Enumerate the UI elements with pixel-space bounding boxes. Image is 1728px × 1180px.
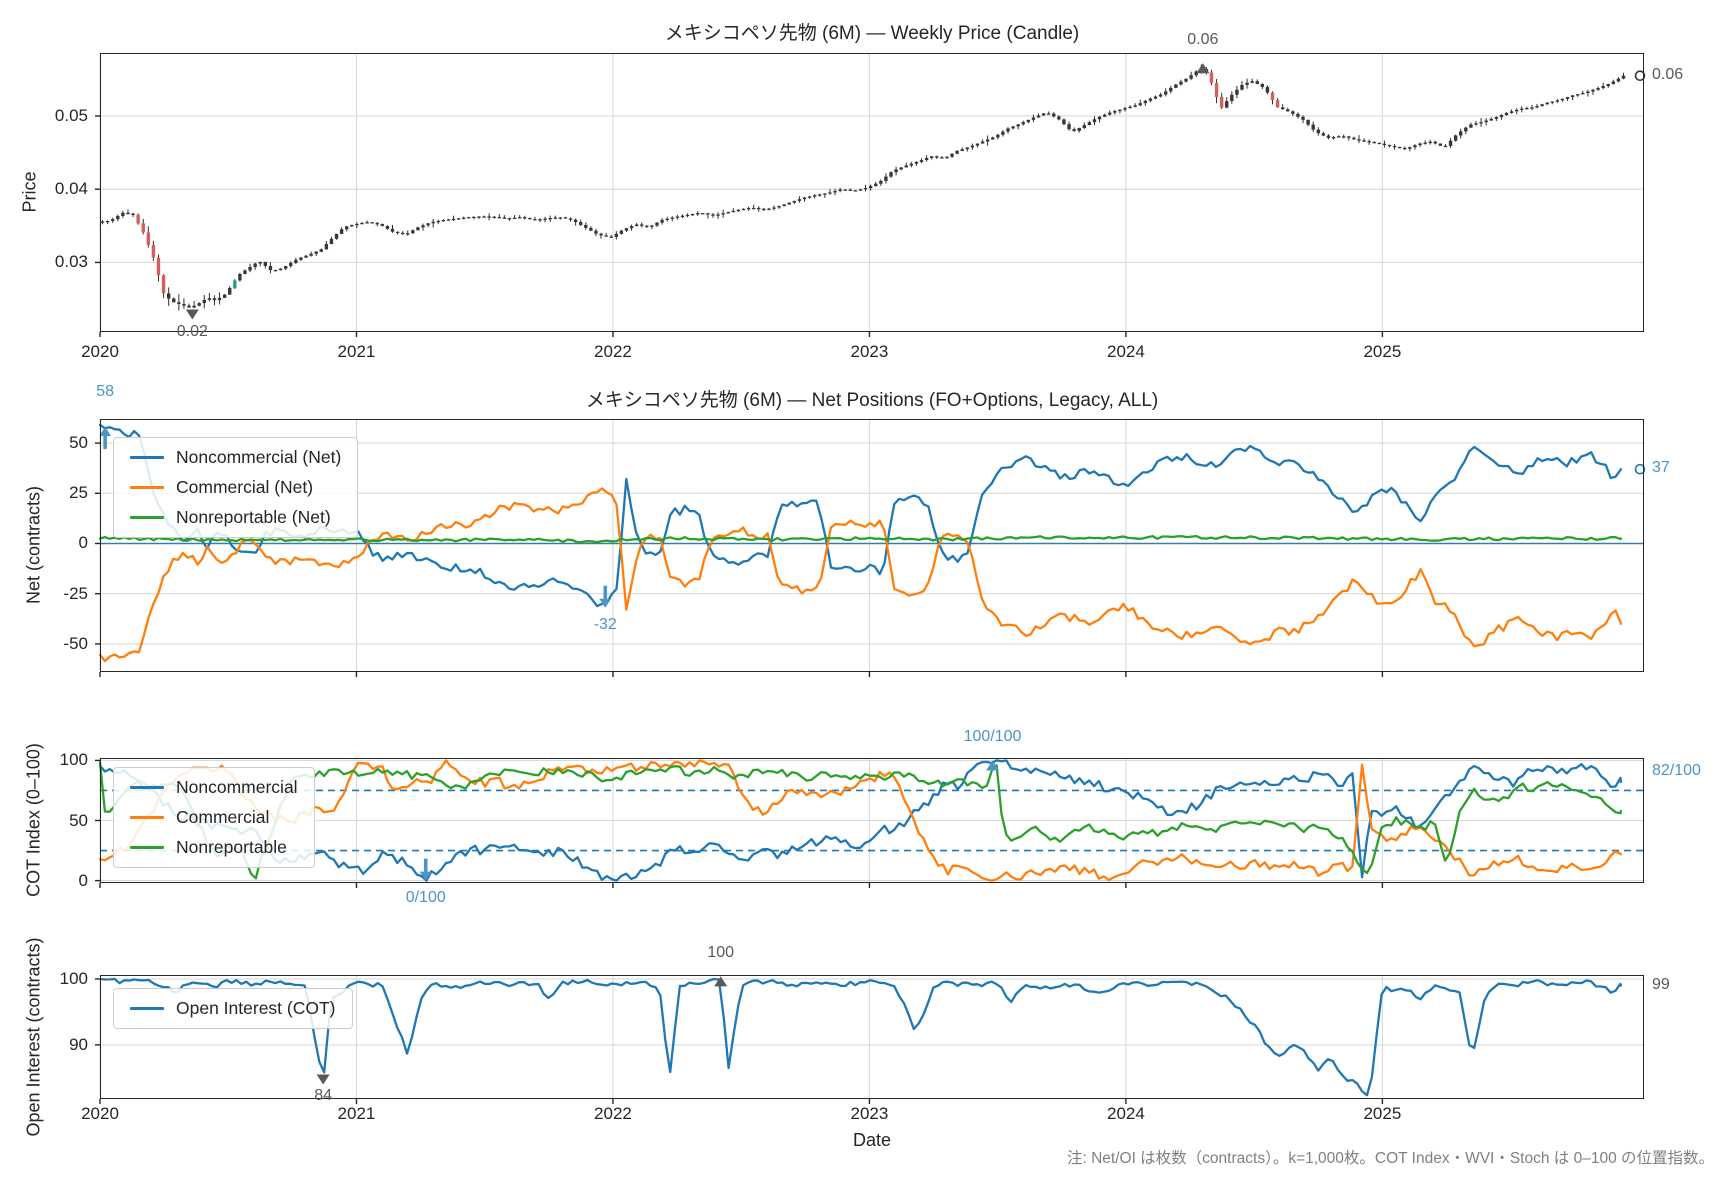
legend-label: Nonreportable (Net) — [176, 507, 331, 527]
series-nonreportable-index-line — [98, 761, 1623, 880]
legend-line-swatch — [130, 515, 164, 520]
legend-line-swatch — [130, 815, 164, 820]
y-tick-label: -50 — [63, 633, 88, 653]
annotation-84-label: 84 — [314, 1087, 333, 1105]
x-tick-label: 2021 — [337, 1104, 376, 1123]
legend-box: Noncommercial (Net) Commercial (Net) Nonre… — [113, 437, 359, 538]
y-tick-label: 0.03 — [54, 252, 88, 272]
annotation-58-label: 58 — [96, 383, 115, 401]
y-tick-label: -25 — [63, 583, 88, 603]
series-open-interest-line — [98, 977, 1623, 1097]
legend-line-swatch — [130, 1006, 164, 1011]
x-tick-label: 2025 — [1363, 342, 1402, 361]
x-tick-label: 2024 — [1106, 342, 1145, 361]
legend-item: Open Interest (COT) — [130, 998, 336, 1019]
y-tick-label: 100 — [59, 968, 88, 988]
x-tick-label: 2022 — [594, 1104, 632, 1123]
x-tick-label: 2024 — [1106, 1104, 1145, 1123]
legend-item: Nonreportable (Net) — [130, 507, 341, 528]
price-chart-title: メキシコペソ先物 (6M) — Weekly Price (Candle) — [664, 23, 1080, 44]
series-nonreportable-net-line — [98, 534, 1623, 544]
legend-line-swatch — [130, 485, 164, 490]
x-tick-label: 2020 — [81, 342, 119, 361]
x-tick-label: 2023 — [850, 342, 889, 361]
legend-label: Noncommercial — [176, 777, 298, 797]
annotation-82100-label: 82/100 — [1652, 762, 1701, 780]
legend-line-swatch — [130, 455, 164, 460]
annotation-006-label: 0.06 — [1187, 31, 1219, 49]
series-commercial-net-line — [98, 487, 1623, 663]
annotation-100100-label: 100/100 — [963, 728, 1022, 746]
annotation-triangle-up-icon — [1196, 63, 1210, 74]
y-tick-label: 50 — [69, 810, 88, 830]
annotation-32-label: -32 — [593, 615, 617, 633]
x-tick-label: 2025 — [1363, 1104, 1402, 1123]
legend-label: Commercial (Net) — [176, 477, 314, 497]
annotation-006-label: 0.06 — [1652, 65, 1684, 83]
annotation-100-label: 100 — [707, 944, 735, 962]
annotation-37-label: 37 — [1652, 459, 1670, 477]
legend-item: Commercial — [130, 807, 298, 828]
annotation-arrow-down-icon — [599, 585, 612, 608]
y-tick-label: 0.05 — [54, 105, 88, 125]
annotation-triangle-down-icon — [316, 1074, 330, 1085]
legend-label: Nonreportable — [176, 837, 287, 857]
panel-0-plot-area — [95, 53, 1646, 337]
footnote-text: 注: Net/OI は枚数（contracts）。k=1,000枚。COT In… — [1066, 1150, 1714, 1167]
y-tick-label: 0.04 — [54, 179, 88, 199]
legend-line-swatch — [130, 845, 164, 850]
annotation-arrow-down-icon — [419, 858, 432, 881]
x-tick-label: 2020 — [81, 1104, 119, 1123]
candlestick-series — [100, 64, 1626, 311]
net-positions-chart-title: メキシコペソ先物 (6M) — Net Positions (FO+Option… — [585, 390, 1159, 411]
series-noncommercial-index-line — [98, 759, 1623, 882]
legend-line-swatch — [130, 785, 164, 790]
legend-label: Noncommercial (Net) — [176, 447, 342, 467]
x-tick-label: 2022 — [594, 342, 632, 361]
legend-item: Noncommercial — [130, 777, 298, 798]
panel-2-plot-area — [95, 758, 1644, 888]
y-tick-label: 50 — [69, 433, 88, 453]
grid-lines — [95, 53, 1644, 337]
legend-item: Nonreportable — [130, 837, 298, 858]
legend-box: Noncommercial Commercial Nonreportable — [113, 767, 315, 868]
legend-label: Commercial — [176, 807, 270, 827]
legend-item: Commercial (Net) — [130, 477, 341, 498]
annotation-002-label: 0.02 — [176, 322, 208, 340]
legend-label: Open Interest (COT) — [176, 998, 336, 1018]
legend-box: Open Interest (COT) — [113, 988, 353, 1029]
annotation-0100-label: 0/100 — [405, 888, 446, 906]
date-x-axis-label: Date — [852, 1130, 892, 1150]
y-tick-label: 100 — [59, 750, 88, 770]
y-tick-label: 25 — [69, 483, 88, 503]
annotation-triangle-up-icon — [714, 976, 728, 987]
y-tick-label: 0 — [78, 870, 88, 890]
last-value-marker — [1634, 70, 1646, 82]
x-tick-label: 2021 — [337, 342, 376, 361]
grid-lines — [95, 975, 1644, 1104]
annotation-triangle-down-icon — [185, 309, 199, 320]
x-tick-label: 2023 — [850, 1104, 889, 1123]
panel-3-plot-area — [95, 975, 1644, 1104]
annotation-triangle-up-icon — [986, 760, 1000, 771]
last-value-marker — [1634, 463, 1646, 475]
y-tick-label: 90 — [69, 1034, 88, 1054]
series-commercial-index-line — [98, 759, 1623, 882]
legend-item: Noncommercial (Net) — [130, 447, 341, 468]
y-tick-label: 0 — [78, 533, 88, 553]
annotation-arrow-up-icon — [99, 427, 112, 450]
annotation-99-label: 99 — [1652, 975, 1670, 993]
